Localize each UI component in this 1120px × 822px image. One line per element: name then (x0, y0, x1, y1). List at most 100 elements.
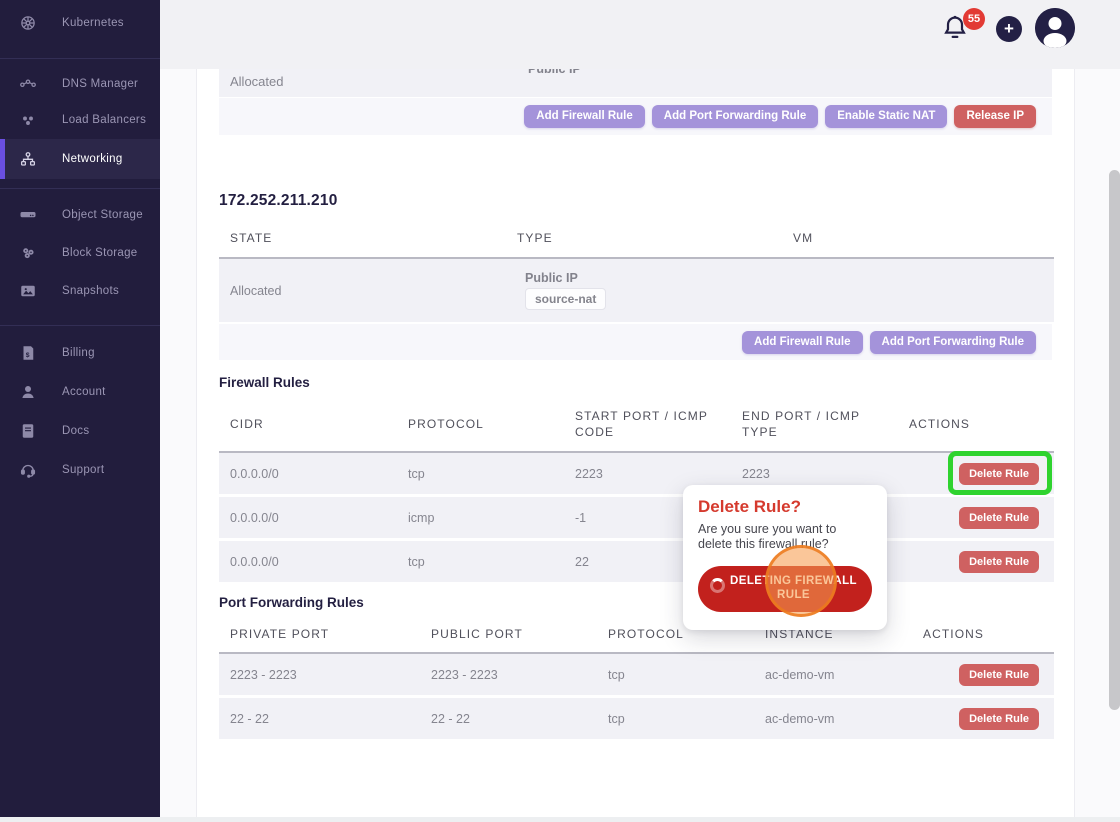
sidebar-item-kubernetes[interactable]: Kubernetes (0, 5, 160, 41)
instance-value: ac-demo-vm (765, 667, 835, 682)
end-port-value: 2223 (742, 466, 770, 481)
delete-rule-button[interactable]: Delete Rule (959, 663, 1039, 686)
sidebar-item-label: DNS Manager (62, 78, 139, 90)
state-value: Allocated (230, 74, 284, 89)
sidebar-item-label: Billing (62, 347, 95, 359)
dialog-title: Delete Rule? (698, 497, 801, 516)
ip-actions-row: Add Firewall Rule Add Port Forwarding Ru… (219, 324, 1052, 360)
table-divider (219, 652, 1054, 654)
sidebar: Kubernetes DNS Manager Load Balancers Ne… (0, 0, 160, 817)
add-button[interactable]: + (996, 16, 1022, 42)
sidebar-item-label: Load Balancers (62, 114, 147, 126)
main-content: Allocated Public IP Add Firewall Rule Ad… (160, 69, 1120, 817)
docs-icon (19, 422, 37, 440)
content-panel: Allocated Public IP Add Firewall Rule Ad… (196, 69, 1075, 817)
protocol-value: tcp (408, 554, 425, 569)
state-value: Allocated (230, 283, 282, 298)
billing-icon: $ (19, 344, 37, 362)
loading-spinner-icon (710, 578, 725, 593)
protocol-value: tcp (608, 667, 625, 682)
vertical-scrollbar-thumb[interactable] (1109, 170, 1120, 710)
port-forwarding-rule-row: 2223 - 2223 2223 - 2223 tcp ac-demo-vm D… (219, 654, 1054, 695)
start-port-value: 2223 (575, 466, 603, 481)
instance-value: ac-demo-vm (765, 711, 835, 726)
sidebar-divider (0, 325, 160, 326)
port-forwarding-rules-heading: Port Forwarding Rules (219, 595, 364, 610)
ip-table-row: Allocated Public IP source-nat (219, 259, 1054, 322)
add-port-forwarding-rule-button[interactable]: Add Port Forwarding Rule (651, 105, 819, 128)
firewall-rule-row: 0.0.0.0/0 tcp 2223 2223 Delete Rule (219, 453, 1054, 494)
protocol-value: icmp (408, 510, 435, 525)
sidebar-divider (0, 188, 160, 189)
private-port-value: 2223 - 2223 (230, 667, 297, 682)
column-header-state: STATE (230, 231, 273, 245)
sidebar-item-networking[interactable]: Networking (0, 139, 160, 179)
sidebar-item-load-balancers[interactable]: Load Balancers (0, 102, 160, 138)
delete-rule-button[interactable]: Delete Rule (959, 506, 1039, 529)
svg-text:$: $ (26, 352, 30, 359)
sidebar-divider (0, 58, 160, 59)
account-icon (19, 383, 37, 401)
column-header-type: TYPE (517, 231, 553, 245)
add-firewall-rule-button[interactable]: Add Firewall Rule (742, 330, 863, 354)
notification-count-badge: 55 (963, 8, 985, 30)
sidebar-item-label: Networking (62, 153, 123, 165)
type-value: Public IP (525, 271, 578, 285)
column-header-actions: ACTIONS (909, 417, 971, 431)
ip-address-heading: 172.252.211.210 (219, 192, 338, 209)
sidebar-item-block-storage[interactable]: Block Storage (0, 235, 160, 271)
private-port-value: 22 - 22 (230, 711, 269, 726)
source-nat-tag: source-nat (525, 288, 607, 310)
notifications-bell-icon[interactable] (941, 13, 969, 45)
table-divider (219, 451, 1054, 453)
object-storage-icon (19, 206, 37, 224)
column-header-actions: ACTIONS (923, 627, 985, 641)
sidebar-item-label: Object Storage (62, 209, 143, 221)
column-header-end-port: END PORT / ICMP TYPE (742, 409, 860, 439)
sidebar-item-label: Docs (62, 425, 90, 437)
load-balancers-icon (19, 111, 37, 129)
enable-static-nat-button[interactable]: Enable Static NAT (825, 105, 948, 128)
column-header-start-port: START PORT / ICMP CODE (575, 409, 708, 439)
column-header-instance: INSTANCE (765, 627, 834, 641)
topbar: 55 + (160, 0, 1120, 69)
delete-rule-button[interactable]: Delete Rule (959, 550, 1039, 573)
dns-manager-icon (19, 75, 37, 93)
kubernetes-icon (19, 14, 37, 32)
type-cell: Public IP source-nat (506, 271, 782, 310)
cidr-value: 0.0.0.0/0 (230, 466, 279, 481)
sidebar-item-dns-manager[interactable]: DNS Manager (0, 66, 160, 102)
delete-rule-dialog: Delete Rule? Are you sure you want to de… (683, 485, 887, 630)
dialog-button-label: DELETING FIREWALL RULE (730, 575, 857, 601)
port-forwarding-table-header: PRIVATE PORT PUBLIC PORT PROTOCOL INSTAN… (219, 617, 1054, 651)
protocol-value: tcp (608, 711, 625, 726)
add-port-forwarding-rule-button[interactable]: Add Port Forwarding Rule (869, 330, 1036, 354)
sidebar-item-account[interactable]: Account (0, 374, 160, 410)
sidebar-item-label: Support (62, 464, 105, 476)
add-firewall-rule-button[interactable]: Add Firewall Rule (524, 105, 645, 128)
release-ip-button[interactable]: Release IP (954, 105, 1036, 128)
sidebar-item-snapshots[interactable]: Snapshots (0, 273, 160, 309)
protocol-value: tcp (408, 466, 425, 481)
column-header-public-port: PUBLIC PORT (431, 627, 523, 641)
start-port-value: 22 (575, 554, 589, 569)
delete-rule-button[interactable]: Delete Rule (959, 707, 1039, 730)
sidebar-item-docs[interactable]: Docs (0, 413, 160, 449)
user-avatar[interactable] (1035, 8, 1075, 48)
sidebar-item-support[interactable]: Support (0, 452, 160, 488)
start-port-value: -1 (575, 510, 587, 525)
deleting-firewall-rule-button[interactable]: DELETING FIREWALL RULE (698, 566, 872, 612)
sidebar-item-object-storage[interactable]: Object Storage (0, 197, 160, 233)
partial-ip-actions-row: Add Firewall Rule Add Port Forwarding Ru… (219, 98, 1052, 135)
delete-rule-button[interactable]: Delete Rule (959, 462, 1039, 485)
firewall-rule-row: 0.0.0.0/0 icmp -1 Delete Rule (219, 497, 1054, 538)
ip-table-header: STATE TYPE VM (219, 219, 1054, 257)
firewall-rule-row: 0.0.0.0/0 tcp 22 Delete Rule (219, 541, 1054, 582)
public-port-value: 22 - 22 (431, 711, 470, 726)
table-divider (219, 257, 1054, 259)
partial-ip-row: Allocated Public IP (219, 69, 1052, 97)
sidebar-item-label: Block Storage (62, 247, 138, 259)
networking-icon (19, 150, 37, 168)
sidebar-item-billing[interactable]: $ Billing (0, 335, 160, 371)
